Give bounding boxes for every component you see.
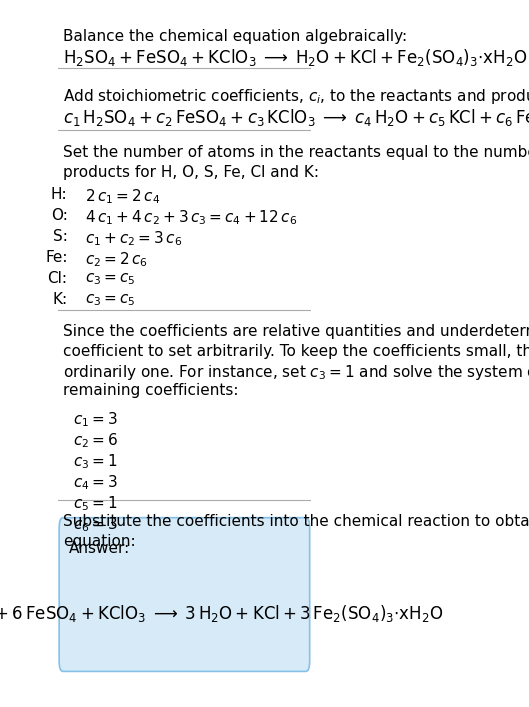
Text: Since the coefficients are relative quantities and underdetermined, choose a: Since the coefficients are relative quan… (63, 324, 529, 339)
Text: $\mathrm{H_2SO_4 + FeSO_4 + KClO_3 \;\longrightarrow\; H_2O + KCl + Fe_2(SO_4)_3: $\mathrm{H_2SO_4 + FeSO_4 + KClO_3 \;\lo… (63, 47, 527, 69)
Text: K:: K: (52, 292, 68, 307)
Text: $4\,c_1 + 4\,c_2 + 3\,c_3 = c_4 + 12\,c_6$: $4\,c_1 + 4\,c_2 + 3\,c_3 = c_4 + 12\,c_… (85, 208, 297, 227)
Text: $c_1\,\mathrm{H_2SO_4} + c_2\,\mathrm{FeSO_4} + c_3\,\mathrm{KClO_3} \;\longrigh: $c_1\,\mathrm{H_2SO_4} + c_2\,\mathrm{Fe… (63, 107, 529, 128)
Text: O:: O: (51, 208, 68, 223)
Text: $c_4 = 3$: $c_4 = 3$ (73, 474, 118, 492)
Text: $c_6 = 3$: $c_6 = 3$ (73, 515, 118, 534)
Text: $c_3 = c_5$: $c_3 = c_5$ (85, 271, 136, 287)
Text: $c_3 = 1$: $c_3 = 1$ (73, 452, 117, 472)
Text: Add stoichiometric coefficients, $c_i$, to the reactants and products:: Add stoichiometric coefficients, $c_i$, … (63, 87, 529, 105)
Text: $2\,c_1 = 2\,c_4$: $2\,c_1 = 2\,c_4$ (85, 187, 160, 206)
Text: Fe:: Fe: (45, 250, 68, 265)
Text: $c_3 = c_5$: $c_3 = c_5$ (85, 292, 136, 308)
Text: coefficient to set arbitrarily. To keep the coefficients small, the arbitrary va: coefficient to set arbitrarily. To keep … (63, 344, 529, 358)
Text: H:: H: (51, 187, 68, 202)
Text: remaining coefficients:: remaining coefficients: (63, 383, 239, 398)
Text: S:: S: (52, 229, 68, 244)
Text: products for H, O, S, Fe, Cl and K:: products for H, O, S, Fe, Cl and K: (63, 165, 319, 180)
Text: $c_2 = 2\,c_6$: $c_2 = 2\,c_6$ (85, 250, 148, 269)
Text: Set the number of atoms in the reactants equal to the number of atoms in the: Set the number of atoms in the reactants… (63, 146, 529, 160)
Text: ordinarily one. For instance, set $c_3 = 1$ and solve the system of equations fo: ordinarily one. For instance, set $c_3 =… (63, 363, 529, 382)
Text: Answer:: Answer: (69, 541, 131, 556)
Text: Cl:: Cl: (48, 271, 68, 286)
Text: Balance the chemical equation algebraically:: Balance the chemical equation algebraica… (63, 28, 407, 44)
Text: equation:: equation: (63, 534, 135, 549)
Text: $c_1 + c_2 = 3\,c_6$: $c_1 + c_2 = 3\,c_6$ (85, 229, 183, 248)
Text: $3\,\mathrm{H_2SO_4} + 6\,\mathrm{FeSO_4} + \mathrm{KClO_3} \;\longrightarrow\; : $3\,\mathrm{H_2SO_4} + 6\,\mathrm{FeSO_4… (0, 602, 443, 624)
Text: $c_2 = 6$: $c_2 = 6$ (73, 432, 118, 450)
Text: Substitute the coefficients into the chemical reaction to obtain the balanced: Substitute the coefficients into the che… (63, 514, 529, 530)
FancyBboxPatch shape (59, 518, 309, 672)
Text: $c_1 = 3$: $c_1 = 3$ (73, 411, 118, 429)
Text: $c_5 = 1$: $c_5 = 1$ (73, 495, 117, 513)
